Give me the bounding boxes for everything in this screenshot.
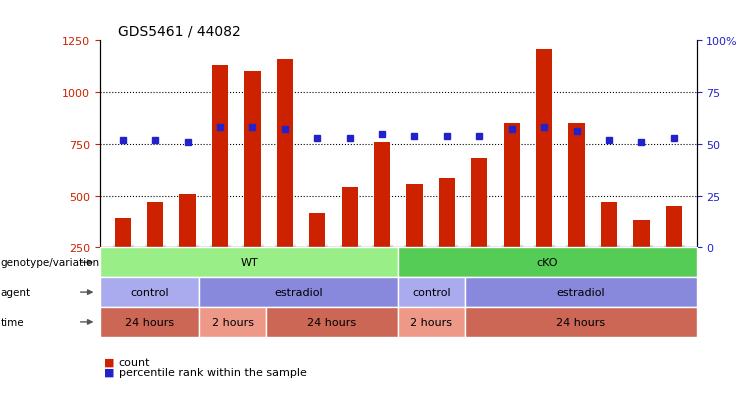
Bar (504, 124, 520, 248)
Text: 2 hours: 2 hours (411, 317, 453, 327)
Bar (406, 185, 422, 248)
Bar (309, 214, 325, 248)
Bar (276, 60, 293, 248)
Bar (568, 124, 585, 248)
Text: GDS5461 / 44082: GDS5461 / 44082 (118, 25, 241, 39)
Text: cKO: cKO (536, 258, 558, 268)
Text: estradiol: estradiol (556, 287, 605, 297)
Bar (245, 72, 261, 248)
Bar (536, 50, 552, 248)
Text: control: control (412, 287, 451, 297)
Text: time: time (1, 317, 24, 327)
Bar (147, 202, 163, 248)
Text: 24 hours: 24 hours (556, 317, 605, 327)
Bar (471, 159, 488, 248)
Text: ■: ■ (104, 357, 114, 367)
Text: control: control (130, 287, 169, 297)
Bar (212, 66, 228, 248)
Bar (342, 188, 358, 248)
Text: 24 hours: 24 hours (125, 317, 174, 327)
Bar (439, 178, 455, 248)
Text: agent: agent (1, 287, 31, 297)
Text: estradiol: estradiol (275, 287, 323, 297)
Bar (115, 219, 131, 248)
Bar (601, 202, 617, 248)
Text: 24 hours: 24 hours (308, 317, 356, 327)
Bar (665, 206, 682, 248)
Text: WT: WT (240, 258, 258, 268)
Bar (374, 142, 391, 248)
Text: count: count (119, 357, 150, 367)
Bar (179, 194, 196, 248)
Text: percentile rank within the sample: percentile rank within the sample (119, 367, 307, 377)
Text: 2 hours: 2 hours (212, 317, 253, 327)
Text: ■: ■ (104, 367, 114, 377)
Bar (634, 221, 650, 248)
Text: genotype/variation: genotype/variation (1, 258, 100, 268)
